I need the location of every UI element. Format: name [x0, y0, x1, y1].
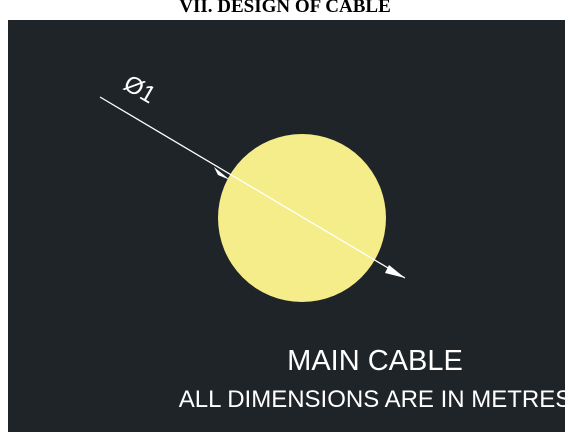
heading: VII. DESIGN OF CABLE: [179, 0, 391, 17]
dimension-arrow: [214, 167, 230, 180]
cable-section: [218, 134, 386, 302]
dimension-line: [99, 96, 406, 279]
drawing-note: ALL DIMENSIONS ARE IN METRES: [179, 386, 571, 413]
dimension-arrow: [385, 265, 405, 278]
drawing-title: MAIN CABLE: [287, 345, 463, 377]
